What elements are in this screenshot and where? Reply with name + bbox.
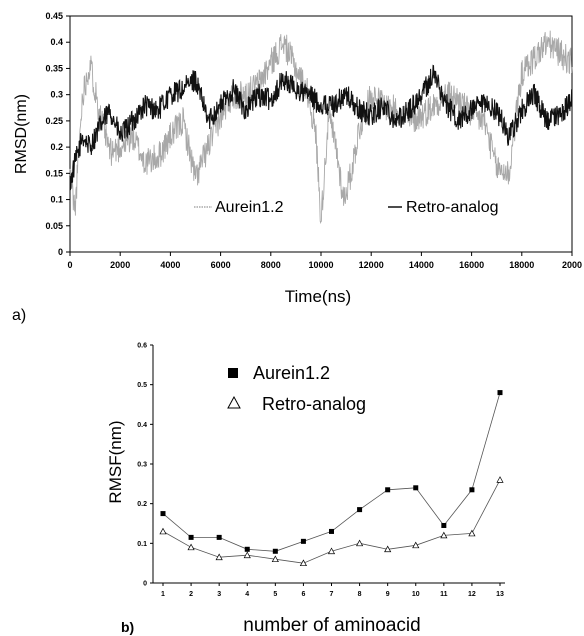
rmsf-point-retro bbox=[187, 543, 195, 551]
rmsd-x-tick-label: 6000 bbox=[211, 260, 231, 270]
rmsf-axes: 00.10.20.30.40.50.61 2 3 4 5 6 7 8 9 10 11 12 13 bbox=[137, 343, 504, 599]
legend-marker-retro bbox=[227, 395, 241, 409]
rmsd-x-tick-label: 10000 bbox=[308, 260, 333, 270]
rmsf-point-aurein bbox=[469, 487, 475, 493]
rmsf-y-tick-label: 0.5 bbox=[137, 382, 147, 389]
rmsd-x-tick-label: 14000 bbox=[409, 260, 434, 270]
rmsf-x-tick-label: 2 bbox=[189, 591, 193, 598]
rmsf-point-retro bbox=[299, 559, 308, 567]
rmsf-point-retro bbox=[468, 529, 476, 537]
rmsf-x-tick-label: 1 bbox=[161, 591, 165, 598]
rmsf-y-axis-title: RMSF(nm) bbox=[106, 420, 125, 503]
rmsf-point-retro bbox=[412, 541, 420, 549]
rmsd-plot-frame bbox=[69, 15, 573, 253]
rmsd-series-aurein-line bbox=[69, 30, 573, 225]
rmsf-point-retro bbox=[496, 476, 504, 483]
rmsd-y-tick-label: 0.45 bbox=[45, 11, 63, 21]
rmsd-series-group bbox=[69, 30, 573, 225]
rmsf-point-aurein bbox=[413, 485, 419, 491]
rmsf-x-tick-label: 6 bbox=[301, 591, 305, 598]
rmsf-point-aurein bbox=[300, 538, 306, 544]
rmsd-axes: 0 2000 4000 6000 8000 10000 12000 14000 16000 180… bbox=[45, 11, 582, 270]
rmsf-y-tick-label: 0.4 bbox=[137, 422, 147, 429]
rmsf-x-tick-label: 8 bbox=[358, 591, 362, 598]
rmsd-y-tick-label: 0.3 bbox=[50, 90, 63, 100]
rmsf-point-retro bbox=[243, 551, 251, 559]
rmsd-series-retro-line bbox=[69, 64, 573, 191]
rmsf-x-tick-label: 11 bbox=[440, 591, 448, 598]
rmsf-point-retro bbox=[440, 531, 448, 539]
rmsf-point-retro bbox=[159, 527, 167, 535]
rmsf-chart: 00.10.20.30.40.50.61 2 3 4 5 6 7 8 9 10 11 12 13 RMS… bbox=[106, 343, 505, 636]
legend-label-retro: Retro-analog bbox=[406, 199, 499, 216]
rmsf-point-retro bbox=[355, 539, 364, 547]
rmsf-y-tick-label: 0.1 bbox=[137, 541, 147, 548]
rmsf-point-aurein bbox=[216, 534, 222, 540]
rmsd-x-tick-label: 18000 bbox=[509, 260, 534, 270]
rmsf-x-tick-label: 13 bbox=[496, 591, 504, 598]
rmsd-x-tick-label: 2000 bbox=[562, 260, 582, 270]
rmsf-point-retro bbox=[271, 555, 279, 563]
rmsf-x-tick-label: 3 bbox=[217, 591, 221, 598]
rmsd-y-tick-label: 0.2 bbox=[50, 142, 63, 152]
rmsf-x-tick-label: 12 bbox=[468, 591, 476, 598]
rmsd-y-tick-label: 0.4 bbox=[50, 37, 63, 47]
rmsd-y-tick-label: 0.35 bbox=[45, 63, 63, 73]
rmsd-y-tick-label: 0.1 bbox=[50, 195, 63, 205]
rmsf-y-tick-label: 0 bbox=[143, 581, 147, 588]
rmsf-x-tick-label: 7 bbox=[330, 591, 334, 598]
rmsd-x-tick-label: 12000 bbox=[359, 260, 384, 270]
rmsd-y-tick-label: 0 bbox=[58, 247, 63, 257]
rmsf-point-aurein bbox=[497, 390, 503, 396]
rmsf-x-axis-title: number of aminoacid bbox=[243, 615, 420, 636]
rmsf-point-aurein bbox=[385, 487, 391, 493]
rmsf-point-retro bbox=[384, 545, 392, 553]
legend-label-aurein: Aurein1.2 bbox=[215, 199, 284, 216]
rmsf-point-aurein bbox=[272, 548, 278, 554]
panel-a-label: a) bbox=[12, 307, 26, 324]
rmsf-y-tick-label: 0.2 bbox=[137, 501, 147, 508]
rmsf-legend: Aurein1.2 Retro-analog bbox=[227, 363, 366, 414]
rmsf-point-aurein bbox=[160, 511, 166, 517]
rmsf-series-group bbox=[159, 390, 504, 567]
rmsd-legend: Aurein1.2 Retro-analog bbox=[194, 199, 499, 216]
rmsd-x-tick-label: 8000 bbox=[261, 260, 281, 270]
rmsd-y-tick-label: 0.25 bbox=[45, 116, 63, 126]
rmsd-y-tick-label: 0.15 bbox=[45, 168, 63, 178]
rmsf-point-retro bbox=[215, 553, 223, 561]
rmsf-series-aurein-line bbox=[162, 392, 501, 552]
rmsf-point-aurein bbox=[244, 546, 250, 552]
rmsd-x-tick-label: 0 bbox=[67, 260, 72, 270]
rmsf-point-aurein bbox=[357, 507, 363, 513]
rmsf-y-tick-label: 0.3 bbox=[137, 462, 147, 469]
rmsf-point-aurein bbox=[188, 534, 194, 540]
rmsd-x-tick-label: 16000 bbox=[459, 260, 484, 270]
rmsd-y-tick-label: 0.05 bbox=[45, 221, 63, 231]
rmsf-x-tick-label: 5 bbox=[273, 591, 277, 598]
rmsd-chart: 0 2000 4000 6000 8000 10000 12000 14000 16000 180… bbox=[12, 11, 582, 324]
rmsf-point-retro bbox=[327, 547, 336, 555]
rmsd-y-axis-title: RMSD(nm) bbox=[13, 94, 30, 174]
rmsf-x-tick-label: 9 bbox=[386, 591, 390, 598]
rmsf-point-aurein bbox=[329, 528, 334, 534]
rmsd-x-axis-title: Time(ns) bbox=[285, 287, 351, 306]
rmsf-point-aurein bbox=[441, 522, 447, 528]
rmsf-x-tick-label: 10 bbox=[412, 591, 420, 598]
legend-label-retro-b: Retro-analog bbox=[262, 394, 366, 414]
rmsd-x-tick-label: 2000 bbox=[110, 260, 130, 270]
legend-marker-aurein bbox=[228, 368, 238, 378]
rmsf-y-tick-label: 0.6 bbox=[137, 343, 147, 350]
rmsd-x-tick-label: 4000 bbox=[160, 260, 180, 270]
panel-b-label: b) bbox=[121, 619, 134, 635]
legend-label-aurein-b: Aurein1.2 bbox=[253, 363, 330, 383]
rmsf-x-tick-label: 4 bbox=[245, 591, 249, 598]
